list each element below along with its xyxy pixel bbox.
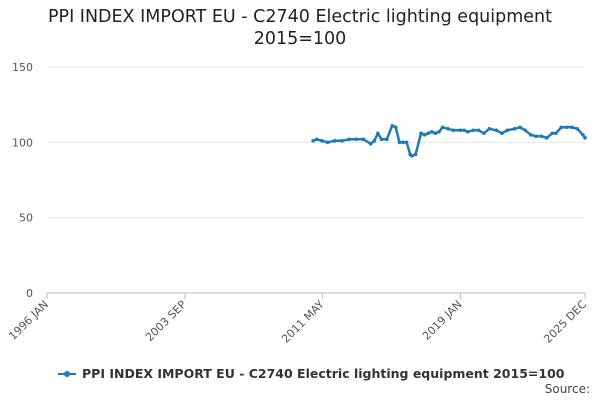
data-point[interactable]: [534, 134, 538, 139]
x-tick-label: 2011 MAY: [279, 298, 327, 346]
data-point[interactable]: [413, 152, 418, 157]
data-point[interactable]: [512, 126, 517, 131]
source-label: Source:: [544, 382, 590, 396]
data-point[interactable]: [528, 133, 533, 137]
x-tick-label: 2019 JAN: [420, 298, 465, 343]
data-point[interactable]: [440, 125, 445, 130]
x-tick-label: 2003 SEP: [143, 298, 189, 344]
data-point[interactable]: [429, 129, 434, 134]
data-point[interactable]: [379, 137, 384, 142]
y-tick-label: 100: [12, 136, 33, 149]
data-point[interactable]: [446, 126, 450, 131]
data-point[interactable]: [564, 125, 569, 130]
data-point[interactable]: [401, 140, 405, 145]
data-point[interactable]: [419, 131, 423, 136]
data-point[interactable]: [397, 140, 402, 145]
data-point[interactable]: [354, 137, 359, 142]
grid-layer: [47, 66, 585, 294]
data-point[interactable]: [545, 136, 549, 140]
data-point[interactable]: [583, 136, 587, 140]
data-point[interactable]: [372, 139, 377, 143]
data-point[interactable]: [487, 126, 492, 131]
data-point[interactable]: [518, 125, 522, 130]
data-point[interactable]: [465, 129, 470, 134]
data-point[interactable]: [361, 137, 366, 142]
data-point[interactable]: [494, 128, 499, 133]
data-point[interactable]: [554, 131, 558, 136]
chart-title-line2: 2015=100: [253, 29, 347, 49]
data-point[interactable]: [404, 140, 409, 145]
y-tick-label: 150: [12, 61, 33, 74]
x-tick-label: 1996 JAN: [6, 298, 51, 343]
data-point[interactable]: [500, 131, 504, 136]
data-point[interactable]: [311, 139, 315, 143]
legend-swatch-icon: [58, 369, 76, 379]
series-line-0[interactable]: [312, 124, 587, 158]
y-tick-label: 0: [26, 287, 33, 300]
data-point[interactable]: [394, 125, 398, 130]
data-point[interactable]: [550, 131, 555, 136]
data-point[interactable]: [347, 137, 351, 142]
data-point[interactable]: [314, 137, 319, 142]
y-tick-label: 50: [19, 212, 33, 225]
data-point[interactable]: [458, 128, 463, 133]
data-point[interactable]: [539, 134, 544, 139]
data-point[interactable]: [505, 128, 510, 133]
data-point[interactable]: [462, 128, 466, 133]
data-point[interactable]: [451, 128, 456, 133]
data-point[interactable]: [376, 131, 380, 136]
data-point[interactable]: [476, 128, 481, 133]
data-point[interactable]: [368, 142, 373, 146]
data-point[interactable]: [523, 128, 528, 133]
data-point[interactable]: [410, 154, 414, 158]
data-point[interactable]: [340, 139, 344, 143]
legend[interactable]: PPI INDEX IMPORT EU - C2740 Electric lig…: [58, 366, 564, 381]
data-point[interactable]: [426, 131, 431, 136]
legend-label: PPI INDEX IMPORT EU - C2740 Electric lig…: [82, 366, 565, 381]
data-point[interactable]: [320, 139, 324, 143]
data-point[interactable]: [482, 131, 486, 136]
data-point[interactable]: [581, 133, 585, 137]
chart-title-line1: PPI INDEX IMPORT EU - C2740 Electric lig…: [47, 7, 553, 27]
x-tick-label: 2025 DEC: [541, 298, 589, 346]
data-point[interactable]: [332, 139, 337, 143]
chart-title: PPI INDEX IMPORT EU - C2740 Electric lig…: [0, 6, 600, 50]
data-point[interactable]: [390, 123, 395, 128]
x-axis: 0 50 100 150 1996 JAN 2003 SEP 2011 MAY 2019 JA…: [6, 61, 589, 346]
series-layer: [311, 123, 587, 158]
data-point[interactable]: [559, 125, 564, 130]
data-point[interactable]: [422, 133, 427, 137]
data-point[interactable]: [570, 125, 574, 130]
data-point[interactable]: [433, 131, 438, 136]
data-point[interactable]: [575, 126, 580, 131]
data-point[interactable]: [471, 128, 475, 133]
data-point[interactable]: [385, 137, 389, 142]
data-point[interactable]: [437, 129, 441, 134]
data-point[interactable]: [325, 140, 330, 145]
